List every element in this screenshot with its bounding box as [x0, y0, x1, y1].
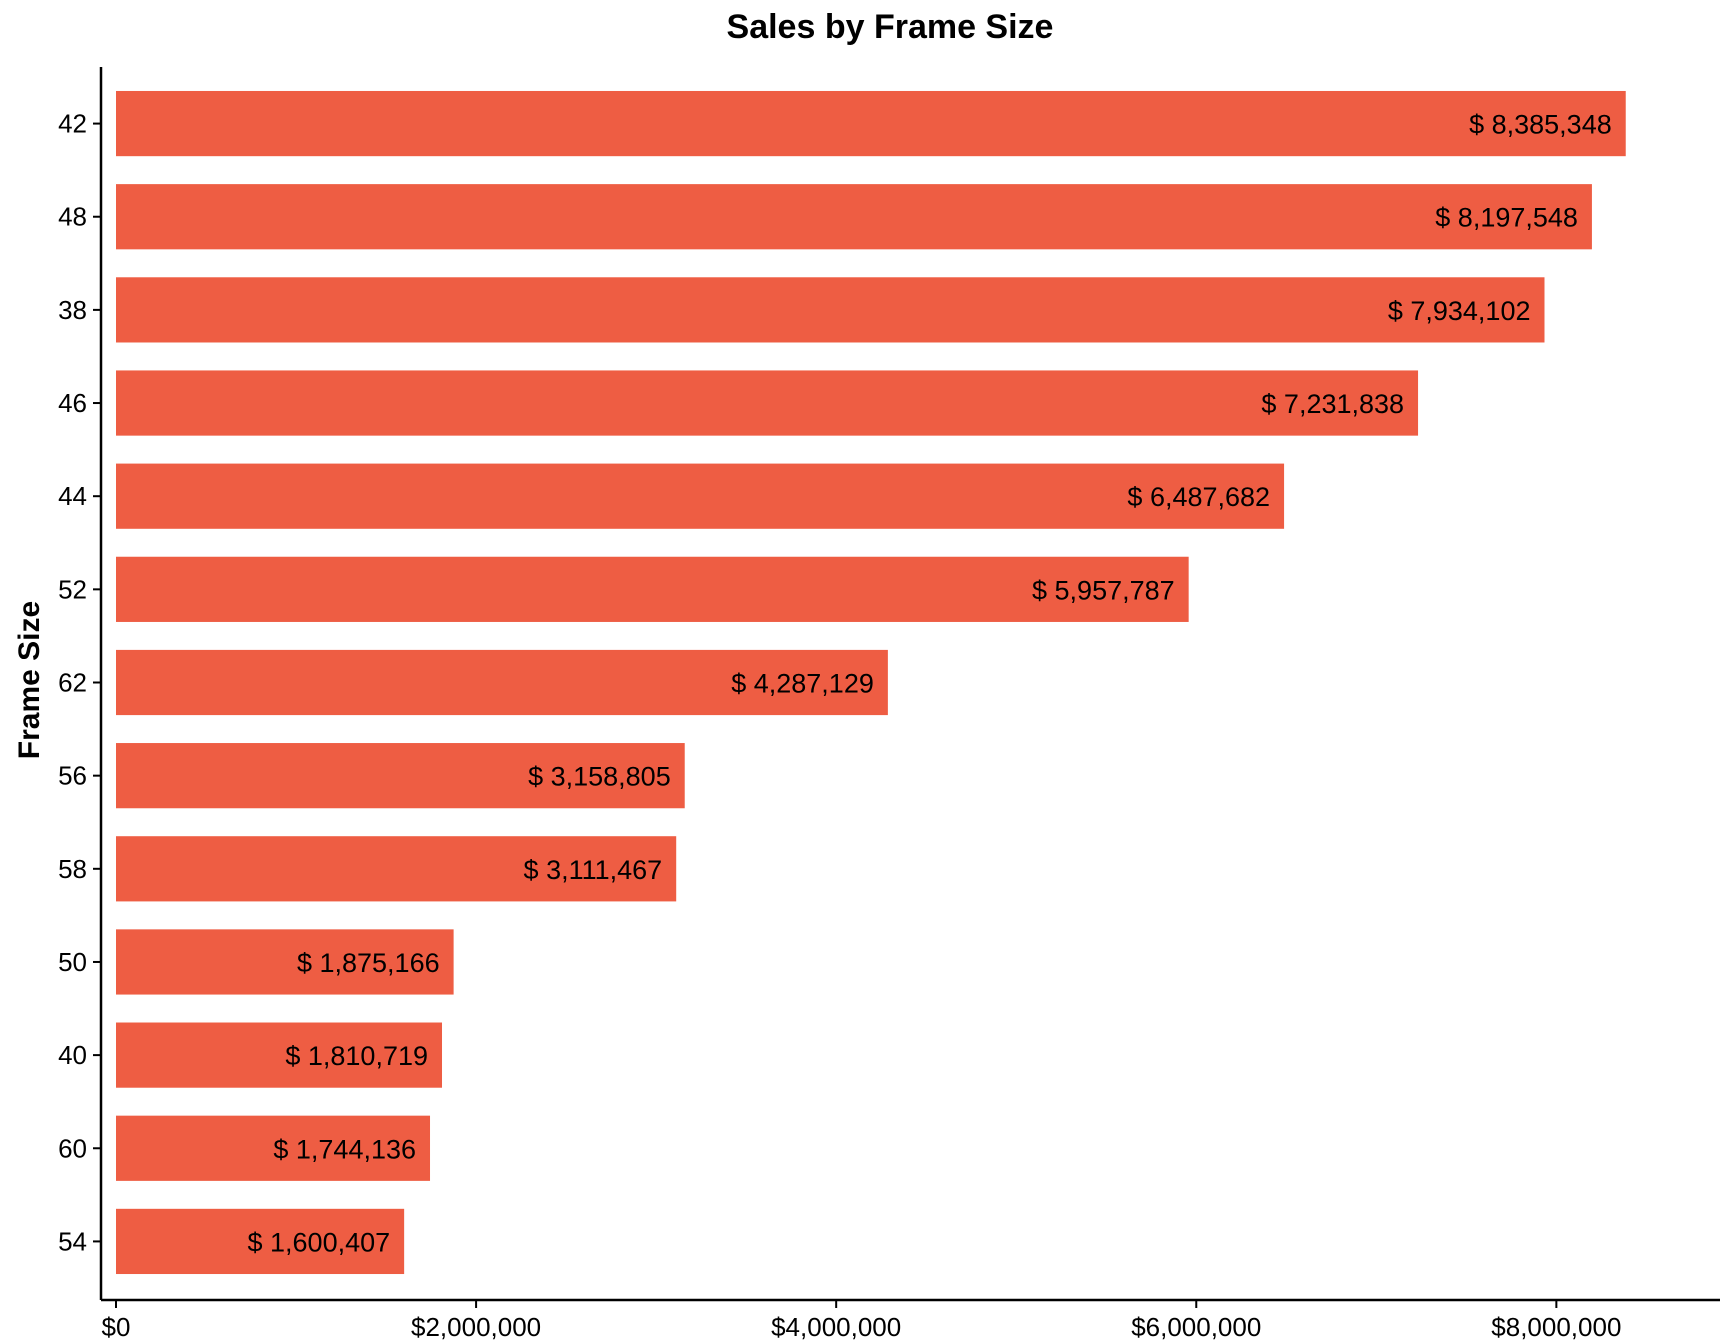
- y-tick-label-40: 40: [58, 1040, 87, 1070]
- bar-60: [116, 1115, 431, 1181]
- data-label-62: $ 4,287,129: [731, 669, 874, 699]
- data-label-46: $ 7,231,838: [1261, 389, 1404, 419]
- y-tick-label-60: 60: [58, 1133, 87, 1163]
- bar-50: [116, 929, 454, 995]
- y-tick-label-46: 46: [58, 388, 87, 418]
- bar-58: [116, 836, 677, 902]
- x-tick-label-1: $2,000,000: [411, 1312, 541, 1342]
- data-label-38: $ 7,934,102: [1388, 296, 1531, 326]
- bar-54: [116, 1208, 405, 1275]
- y-tick-label-38: 38: [58, 295, 87, 325]
- y-tick-label-48: 48: [58, 202, 87, 232]
- bar-62: [116, 649, 888, 716]
- chart-title: Sales by Frame Size: [727, 8, 1054, 46]
- y-axis-title: Frame Size: [13, 601, 46, 759]
- x-tick-label-3: $6,000,000: [1131, 1312, 1261, 1342]
- data-label-56: $ 3,158,805: [528, 762, 671, 792]
- bar-40: [116, 1022, 443, 1088]
- data-labels-group: $ 8,385,348 $ 8,197,548 $ 7,934,102 $ 7,231…: [248, 110, 1612, 1258]
- data-label-42: $ 8,385,348: [1469, 110, 1612, 140]
- y-tick-label-42: 42: [58, 109, 87, 139]
- data-label-50: $ 1,875,166: [297, 948, 440, 978]
- bar-52: [116, 556, 1189, 622]
- y-tick-label-58: 58: [58, 854, 87, 884]
- bar-46: [116, 370, 1419, 436]
- y-tick-label-52: 52: [58, 574, 87, 604]
- data-label-48: $ 8,197,548: [1435, 203, 1578, 233]
- data-label-52: $ 5,957,787: [1032, 575, 1175, 605]
- data-label-58: $ 3,111,467: [524, 855, 663, 885]
- y-axis: 42 48 38 46 44 52 62 56 58 50 40 60 54: [58, 67, 103, 1300]
- y-tick-label-54: 54: [58, 1226, 87, 1256]
- x-tick-label-0: $0: [102, 1312, 131, 1342]
- data-label-54: $ 1,600,407: [248, 1227, 391, 1257]
- x-tick-label-4: $8,000,000: [1491, 1312, 1621, 1342]
- y-tick-label-50: 50: [58, 947, 87, 977]
- bars-group: [116, 90, 1626, 1275]
- data-label-40: $ 1,810,719: [285, 1041, 428, 1071]
- data-label-44: $ 6,487,682: [1127, 482, 1270, 512]
- y-tick-label-56: 56: [58, 761, 87, 791]
- bar-56: [116, 743, 685, 809]
- data-label-60: $ 1,744,136: [273, 1134, 416, 1164]
- bar-42: [116, 90, 1626, 157]
- y-tick-label-44: 44: [58, 481, 87, 511]
- x-axis: $0 $2,000,000 $4,000,000 $6,000,000 $8,000,0…: [101, 1298, 1720, 1342]
- bar-48: [116, 184, 1592, 250]
- y-tick-label-62: 62: [58, 668, 87, 698]
- x-tick-label-2: $4,000,000: [771, 1312, 901, 1342]
- bar-44: [116, 463, 1285, 529]
- bar-38: [116, 277, 1545, 343]
